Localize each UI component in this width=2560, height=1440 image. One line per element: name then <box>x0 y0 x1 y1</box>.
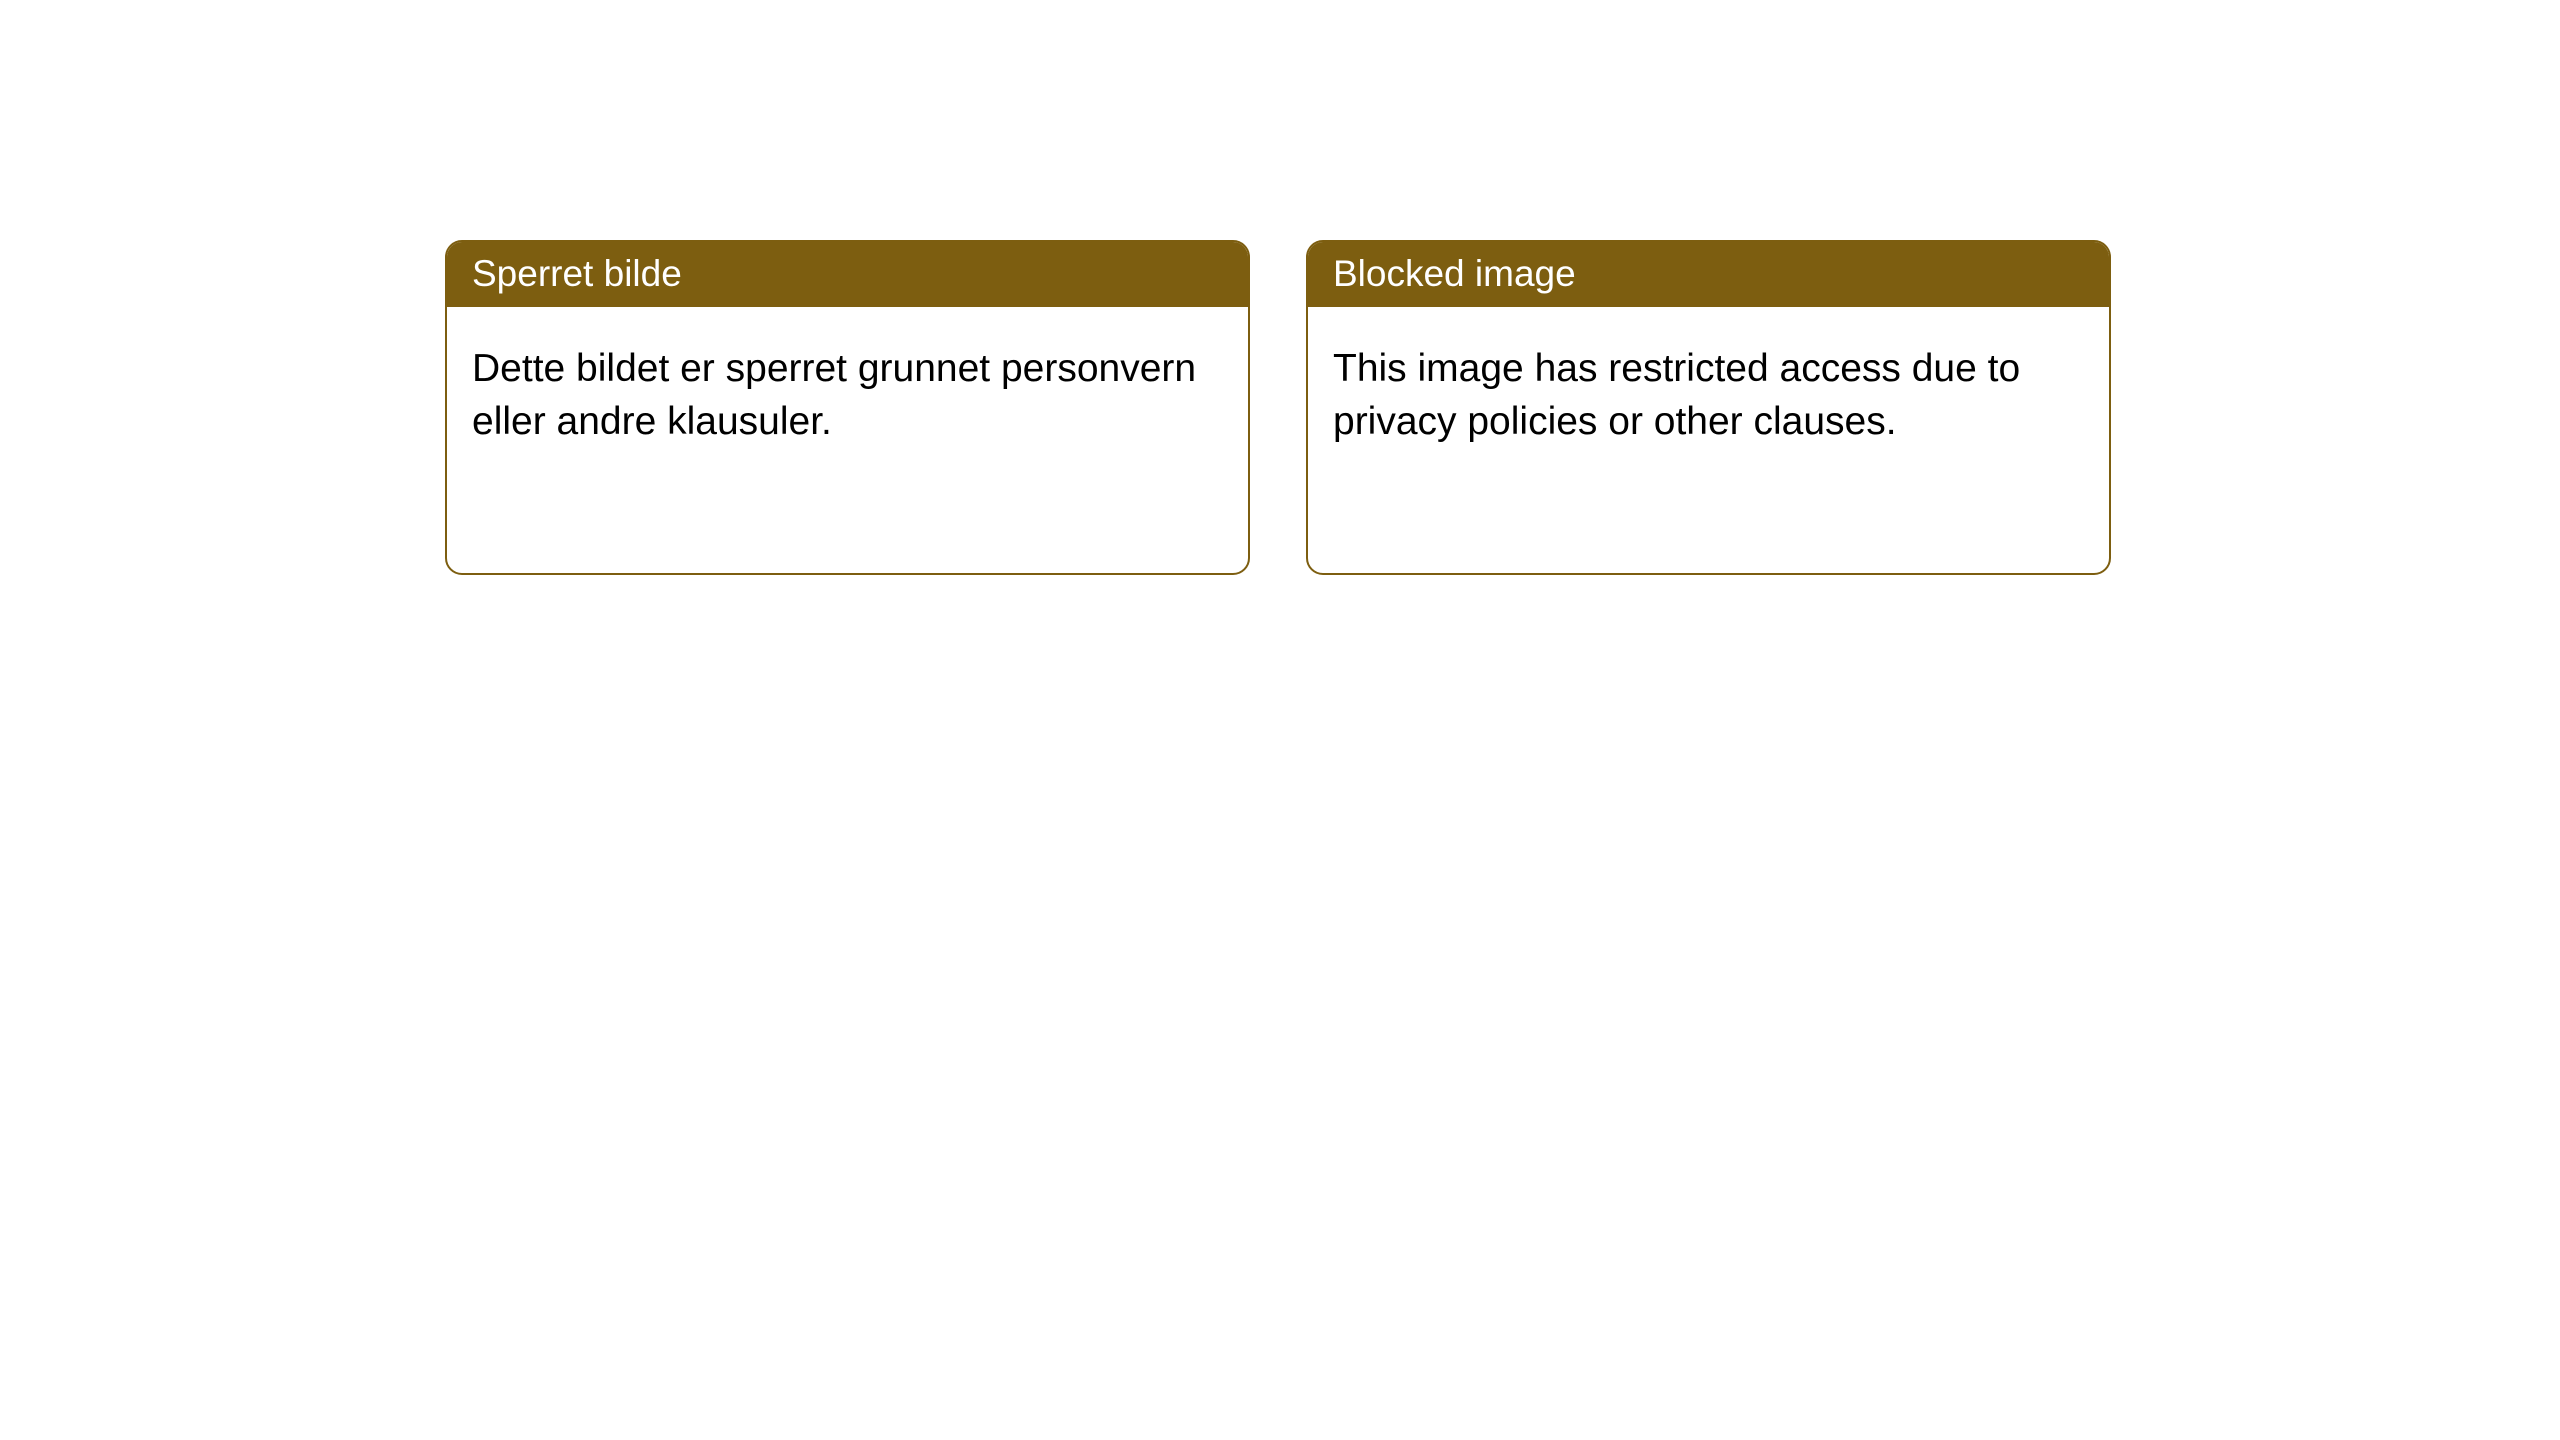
card-body: This image has restricted access due to … <box>1308 307 2109 473</box>
cards-container: Sperret bilde Dette bildet er sperret gr… <box>445 240 2111 575</box>
blocked-image-card-english: Blocked image This image has restricted … <box>1306 240 2111 575</box>
card-body: Dette bildet er sperret grunnet personve… <box>447 307 1248 473</box>
card-header: Blocked image <box>1308 242 2109 307</box>
card-header: Sperret bilde <box>447 242 1248 307</box>
blocked-image-card-norwegian: Sperret bilde Dette bildet er sperret gr… <box>445 240 1250 575</box>
